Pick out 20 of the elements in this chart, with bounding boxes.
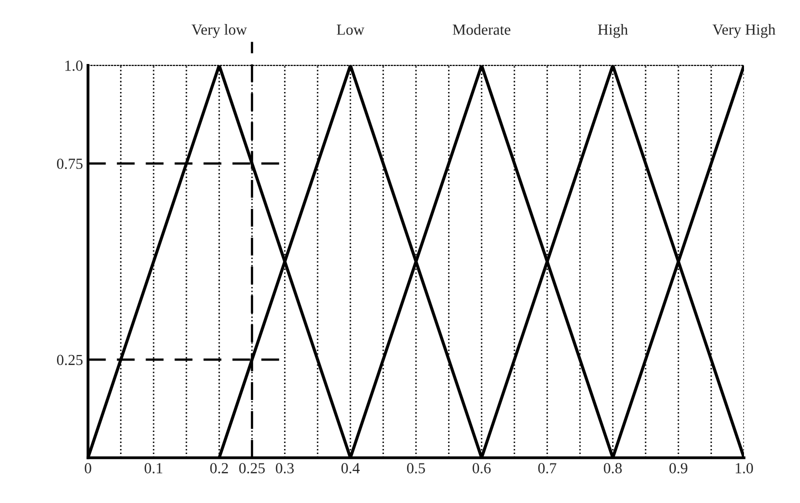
- y-tick-label: 0.25: [56, 354, 83, 366]
- x-tick-label: 0.4: [341, 463, 360, 474]
- x-tick-label: 0.3: [276, 463, 294, 474]
- x-tick-label: 1.0: [736, 463, 753, 474]
- text: Very low: [192, 24, 247, 38]
- x-tick-label: 0: [84, 463, 92, 474]
- text: Moderate: [452, 24, 510, 35]
- x-tick-label: 0.1: [144, 463, 162, 474]
- text: High: [598, 24, 628, 38]
- y-tick-label: 0.75: [56, 158, 83, 169]
- x-tick-label: 0.8: [604, 463, 622, 474]
- x-tick-label: 0.9: [669, 463, 688, 474]
- x-tick-label: 0.6: [472, 463, 491, 474]
- x-tick-label: 0.5: [407, 463, 425, 474]
- text: Very High: [712, 24, 776, 38]
- y-tick-label: 1.0: [65, 60, 83, 71]
- x-tick-label: 0.7: [538, 463, 556, 474]
- x-tick-label: 0.2: [210, 463, 228, 474]
- x-tick-label: 0.25: [239, 463, 265, 474]
- text: Low: [336, 24, 364, 35]
